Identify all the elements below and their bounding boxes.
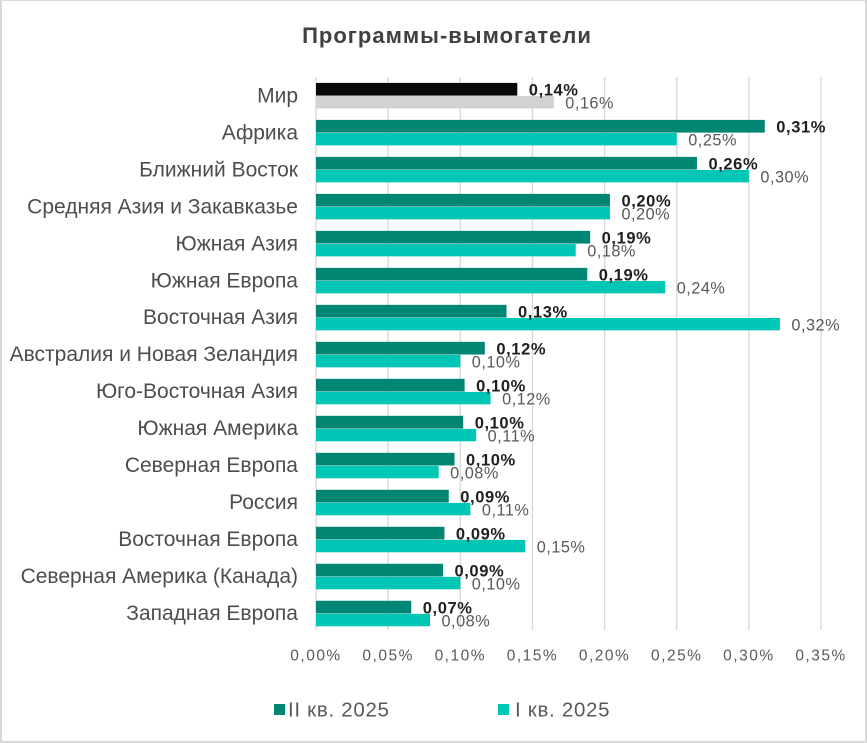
svg-text:0,15%: 0,15% [507, 648, 558, 665]
svg-text:Южная Азия: Южная Азия [176, 232, 298, 255]
svg-text:Россия: Россия [229, 491, 298, 514]
svg-text:Австралия и Новая Зеландия: Австралия и Новая Зеландия [10, 343, 298, 366]
svg-text:Африка: Африка [222, 121, 299, 144]
svg-text:Восточная Азия: Восточная Азия [143, 306, 298, 329]
svg-text:0,20%: 0,20% [621, 192, 671, 210]
svg-text:0,13%: 0,13% [518, 303, 568, 321]
svg-text:0,20%: 0,20% [579, 648, 630, 665]
svg-text:0,10%: 0,10% [472, 576, 521, 594]
svg-text:0,32%: 0,32% [791, 317, 840, 335]
svg-text:Западная Европа: Западная Европа [126, 602, 298, 625]
svg-text:0,07%: 0,07% [423, 599, 473, 617]
svg-text:Юго-Восточная Азия: Юго-Восточная Азия [96, 380, 298, 403]
svg-text:0,26%: 0,26% [708, 155, 758, 173]
svg-text:0,19%: 0,19% [602, 229, 652, 247]
svg-text:0,05%: 0,05% [362, 648, 413, 665]
svg-text:0,24%: 0,24% [677, 280, 726, 298]
svg-text:0,30%: 0,30% [760, 169, 809, 187]
svg-text:0,00%: 0,00% [290, 648, 341, 665]
svg-text:Ближний Восток: Ближний Восток [139, 158, 299, 181]
svg-text:0,10%: 0,10% [476, 377, 526, 395]
svg-text:0,11%: 0,11% [482, 502, 529, 520]
svg-text:Южная Америка: Южная Америка [137, 417, 298, 440]
svg-text:0,31%: 0,31% [776, 118, 826, 136]
svg-text:0,30%: 0,30% [723, 648, 774, 665]
svg-text:0,18%: 0,18% [587, 243, 636, 261]
svg-text:0,11%: 0,11% [488, 428, 535, 446]
svg-text:0,16%: 0,16% [565, 95, 614, 113]
svg-text:0,15%: 0,15% [537, 539, 586, 557]
svg-text:II кв. 2025: II кв. 2025 [288, 699, 390, 722]
svg-text:Мир: Мир [257, 84, 298, 107]
svg-text:Северная Америка (Канада): Северная Америка (Канада) [21, 565, 298, 588]
svg-text:0,10%: 0,10% [475, 414, 525, 432]
svg-text:0,09%: 0,09% [456, 525, 506, 543]
svg-text:Средняя Азия и Закавказье: Средняя Азия и Закавказье [27, 195, 298, 218]
svg-text:0,08%: 0,08% [450, 465, 499, 483]
svg-text:I кв. 2025: I кв. 2025 [515, 699, 610, 722]
svg-text:0,10%: 0,10% [466, 451, 516, 469]
svg-text:0,14%: 0,14% [529, 82, 579, 100]
svg-text:0,19%: 0,19% [599, 266, 649, 284]
svg-text:0,25%: 0,25% [688, 132, 737, 150]
svg-text:0,10%: 0,10% [435, 648, 486, 665]
svg-text:0,09%: 0,09% [460, 488, 510, 506]
svg-text:0,12%: 0,12% [502, 391, 551, 409]
svg-text:Северная Европа: Северная Европа [125, 454, 298, 477]
svg-text:0,35%: 0,35% [795, 648, 846, 665]
svg-text:0,08%: 0,08% [442, 613, 491, 631]
svg-text:0,12%: 0,12% [496, 340, 546, 358]
svg-text:0,09%: 0,09% [454, 562, 504, 580]
svg-text:Южная Европа: Южная Европа [151, 269, 299, 292]
svg-text:0,20%: 0,20% [621, 206, 670, 224]
svg-text:0,25%: 0,25% [651, 648, 702, 665]
svg-text:Восточная Европа: Восточная Европа [118, 528, 298, 551]
svg-text:0,10%: 0,10% [472, 354, 521, 372]
svg-text:Программы-вымогатели: Программы-вымогатели [302, 23, 592, 48]
